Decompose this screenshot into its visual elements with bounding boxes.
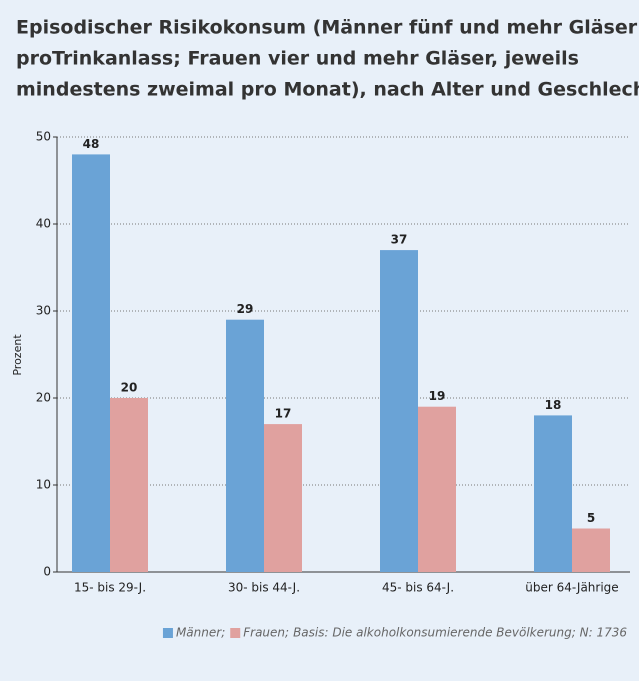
bar [418, 406, 456, 572]
bar [72, 154, 110, 572]
y-axis-label: Prozent [11, 334, 24, 376]
legend-swatch [162, 628, 173, 638]
bar [380, 250, 418, 572]
y-tick-label: 10 [36, 478, 51, 492]
value-label: 37 [391, 233, 408, 247]
bar [534, 415, 572, 572]
legend-label: Frauen; [243, 626, 289, 640]
bar [572, 528, 610, 572]
value-label: 29 [237, 302, 254, 316]
x-tick-label: über 64-Jährige [525, 581, 618, 595]
value-label: 5 [587, 511, 595, 525]
legend: Männer; Frauen; Basis: Die alkoholkonsumie… [162, 626, 627, 640]
value-label: 17 [275, 407, 292, 421]
legend-label: Männer; [176, 626, 225, 640]
legend-swatch [230, 628, 241, 638]
chart-title: Episodischer Risikokonsum (Männer fünf u… [16, 17, 638, 39]
y-tick-label: 50 [36, 130, 51, 144]
x-tick-label: 45- bis 64-J. [382, 581, 454, 595]
value-label: 48 [83, 137, 100, 151]
legend-note: Basis: Die alkoholkonsumierende Bevölker… [293, 626, 627, 640]
x-tick-label: 30- bis 44-J. [228, 581, 300, 595]
x-tick-label: 15- bis 29-J. [74, 581, 146, 595]
bar [226, 319, 264, 572]
value-label: 20 [121, 381, 138, 395]
y-tick-label: 0 [43, 565, 51, 579]
bar [264, 424, 302, 572]
value-label: 18 [545, 398, 562, 412]
value-label: 19 [429, 389, 446, 403]
y-tick-label: 30 [36, 304, 51, 318]
chart-title: proTrinkanlass; Frauen vier und mehr Glä… [16, 48, 579, 70]
chart-title: mindestens zweimal pro Monat), nach Alte… [16, 79, 639, 101]
y-tick-label: 20 [36, 391, 51, 405]
bar [110, 398, 148, 572]
y-tick-label: 40 [36, 217, 51, 231]
